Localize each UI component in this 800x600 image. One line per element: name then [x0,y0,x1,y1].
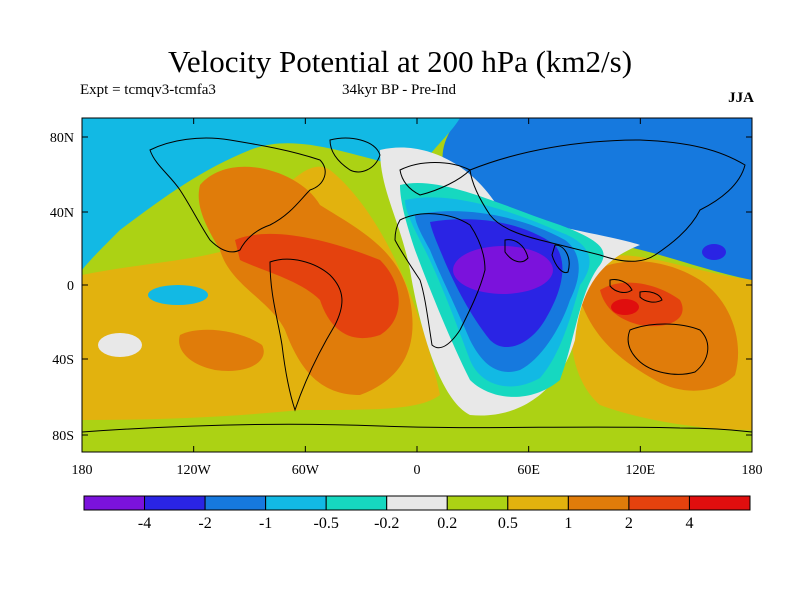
lon-label: 60E [517,463,540,478]
period-label: 34kyr BP - Pre-Ind [342,82,457,98]
lat-label: 0 [67,279,74,294]
colorbar-swatch [144,495,206,511]
colorbar-swatch [386,495,448,511]
colorbar-swatch [325,495,388,511]
colorbar-label: 2 [625,515,633,532]
lon-label: 180 [742,463,763,478]
season-label: JJA [728,90,754,106]
coastlines [82,137,752,433]
contour-band-2-4-indopac [600,282,683,327]
colorbar-label: 0.5 [498,515,518,532]
colorbar-swatch [83,495,146,511]
lat-label: 40N [50,206,74,221]
colorbar-label: -0.2 [374,515,399,532]
colorbar: -4 -2 -1 -0.5 -0.2 0.2 0.5 1 2 4 [83,495,751,532]
lat-label: 80S [52,429,74,444]
contour-band-0p5-1-spac [82,300,268,413]
contour-band-neg-cyan-north [82,118,460,270]
colorbar-swatch [567,495,630,511]
latitude-axis: 80N 40N 0 40S 80S [50,131,752,444]
colorbar-swatch [446,495,509,511]
colorbar-swatch [688,495,751,511]
chart-title: Velocity Potential at 200 hPa (km2/s) [167,44,633,79]
contour-blob-cyan-pacific [148,285,208,305]
lon-label: 60W [292,463,320,478]
contour-band-gt4-indopac [611,299,639,315]
contour-blob-white-spac [98,333,142,357]
colorbar-label: -1 [259,515,272,532]
lon-label: 0 [414,463,421,478]
colorbar-label: 0.2 [437,515,457,532]
contour-band-lt-minus4 [453,246,553,294]
colorbar-swatch [628,495,690,511]
contour-field [82,118,752,452]
colorbar-swatch [507,495,569,511]
lon-label: 120W [177,463,212,478]
colorbar-swatch [204,495,267,511]
lat-label: 40S [52,353,74,368]
contour-band-neg-north-pacific [442,118,752,280]
contour-band-1-2-spac [179,329,264,371]
lon-label: 180 [72,463,93,478]
lon-label: 120E [626,463,656,478]
contour-blob-blue-npac [702,244,726,260]
colorbar-label: -2 [198,515,211,532]
colorbar-label: 1 [564,515,572,532]
colorbar-swatch [265,495,327,511]
colorbar-label: 4 [685,515,693,532]
longitude-axis: 180 120W 60W 0 60E 120E 180 [72,118,763,478]
colorbar-label: -4 [138,515,151,532]
colorbar-label: -0.5 [314,515,339,532]
experiment-label: Expt = tcmqv3-tcmfa3 [80,82,216,98]
lat-label: 80N [50,131,74,146]
